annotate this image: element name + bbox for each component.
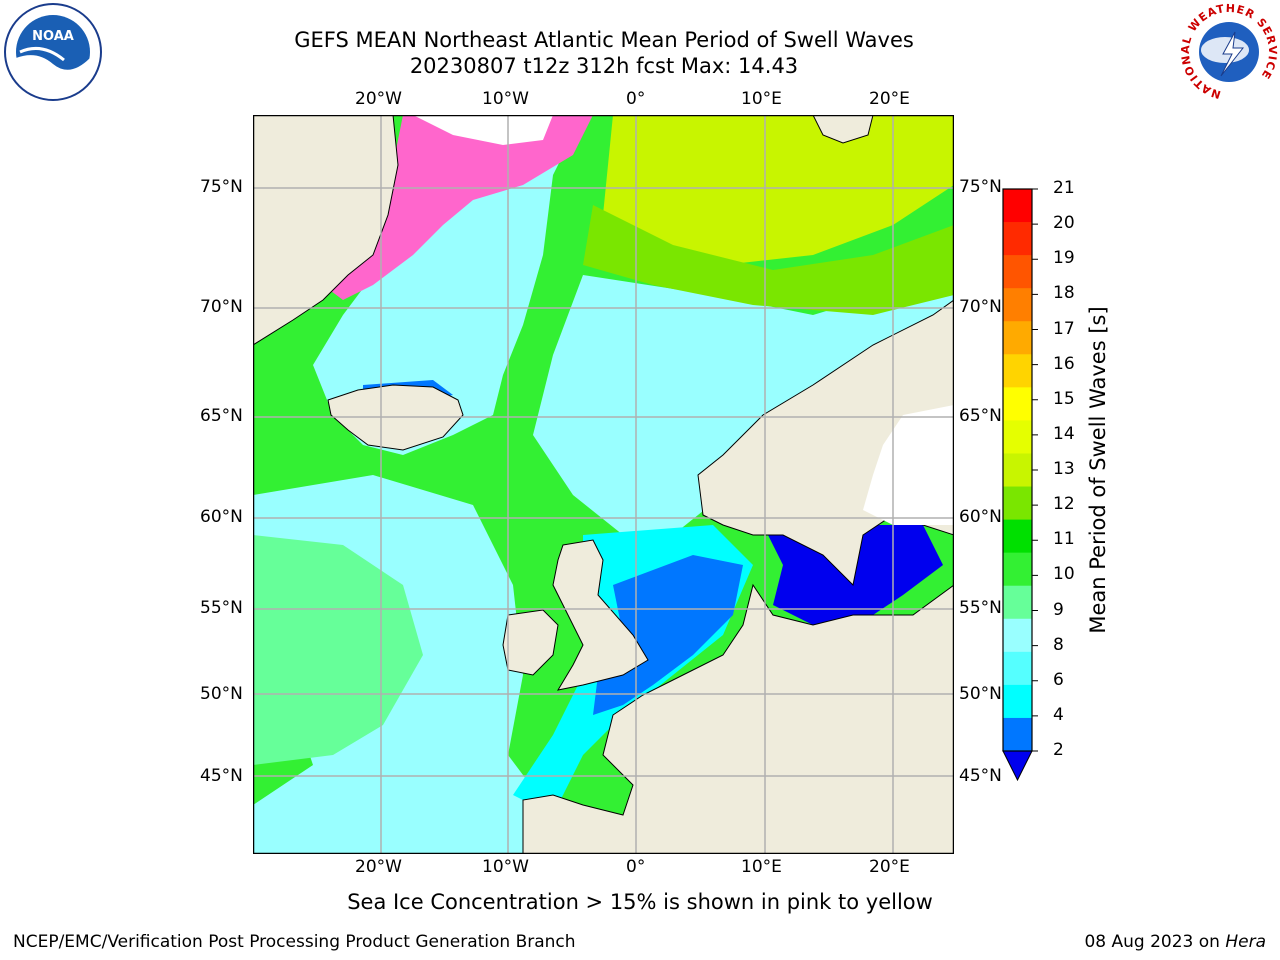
lat-label-right: 45°N (959, 766, 1002, 786)
chart-title: GEFS MEAN Northeast Atlantic Mean Period… (294, 28, 914, 52)
land-europe (522, 583, 954, 854)
lon-label-top: 0° (626, 89, 646, 109)
colorbar-tick-label: 17 (1053, 318, 1075, 339)
colorbar-tick-label: 6 (1053, 669, 1064, 690)
noaa-logo-text: NOAA (32, 29, 74, 44)
colorbar-band (1003, 519, 1032, 554)
lat-label-left: 75°N (200, 177, 243, 197)
colorbar-tick-label: 8 (1053, 634, 1064, 655)
colorbar-band (1003, 651, 1032, 686)
colorbar-tick-label: 21 (1053, 178, 1075, 198)
land-svalbard (812, 115, 874, 144)
sea-ice-note: Sea Ice Concentration > 15% is shown in … (347, 890, 933, 914)
white-interior-sweden (863, 405, 954, 525)
footer-date: 08 Aug 2023 on Hera (1084, 932, 1266, 952)
lat-label-left: 60°N (200, 507, 243, 527)
sea-ice (323, 115, 593, 300)
colorbar-band (1003, 387, 1032, 421)
swell-zone-norwegian-sea (533, 275, 954, 535)
colorbar-band (1003, 717, 1032, 752)
swell-zone-barents (603, 115, 954, 265)
lon-label-bottom: 20°E (869, 857, 910, 877)
lat-label-left: 65°N (200, 406, 243, 426)
graticule (253, 115, 954, 854)
footer-date-text: 08 Aug 2023 on (1084, 932, 1220, 952)
lat-label-right: 60°N (959, 507, 1002, 527)
lat-label-right: 70°N (959, 297, 1002, 317)
colorbar (1002, 188, 1038, 782)
lon-label-top: 10°E (741, 89, 782, 109)
colorbar-under-triangle (1002, 750, 1033, 782)
colorbar-band (1003, 321, 1032, 355)
colorbar-tick-label: 18 (1053, 283, 1075, 304)
colorbar-tick-label: 12 (1053, 494, 1075, 515)
chart-subtitle: 20230807 t12z 312h fcst Max: 14.43 (409, 54, 799, 78)
lat-label-right: 65°N (959, 406, 1002, 426)
lon-label-bottom: 20°W (355, 857, 402, 877)
colorbar-tick-label: 11 (1053, 529, 1075, 550)
lon-label-top: 20°W (355, 89, 402, 109)
footer-branch: NCEP/EMC/Verification Post Processing Pr… (13, 932, 576, 952)
colorbar-tick-label: 13 (1053, 459, 1075, 479)
colorbar-band (1003, 222, 1032, 256)
colorbar-tick-label: 9 (1053, 599, 1064, 620)
colorbar-band (1003, 486, 1032, 521)
lon-label-bottom: 10°W (482, 857, 529, 877)
lon-label-bottom: 0° (626, 857, 646, 877)
swell-zone-barents-inner (583, 205, 954, 315)
colorbar-tick-label: 16 (1053, 353, 1075, 374)
colorbar-title: Mean Period of Swell Waves [s] (1086, 306, 1110, 634)
colorbar-band (1003, 585, 1032, 620)
swell-period-map (253, 115, 954, 854)
colorbar-band (1003, 453, 1032, 488)
swell-zone-2-4-north-sea (593, 555, 743, 715)
noaa-logo: NOAA (4, 3, 102, 101)
colorbar-tick-label: 15 (1053, 388, 1075, 409)
colorbar-band (1003, 354, 1032, 388)
colorbar-tick-label: 4 (1053, 704, 1064, 725)
colorbar-band (1003, 420, 1032, 454)
land-great-britain (552, 539, 649, 691)
land-greenland (253, 115, 399, 346)
colorbar-tick-label: 20 (1053, 213, 1075, 234)
footer-host: Hera (1225, 932, 1266, 952)
lon-label-bottom: 10°E (741, 857, 782, 877)
land-ireland (502, 609, 559, 676)
colorbar-tick-label: 10 (1053, 564, 1075, 585)
colorbar-band (1003, 189, 1032, 223)
lat-label-left: 70°N (200, 297, 243, 317)
lat-label-right: 55°N (959, 598, 1002, 618)
lat-label-left: 45°N (200, 766, 243, 786)
lat-label-right: 75°N (959, 177, 1002, 197)
colorbar-tick-label: 2 (1053, 740, 1064, 760)
lat-label-left: 55°N (200, 598, 243, 618)
map-frame (253, 115, 954, 854)
colorbar-band (1003, 684, 1032, 719)
lon-label-top: 10°W (482, 89, 529, 109)
sea-ice-core (413, 115, 553, 145)
colorbar-tick-label: 14 (1053, 423, 1075, 444)
colorbar-band (1003, 288, 1032, 322)
colorbar-band (1003, 552, 1032, 587)
lon-label-top: 20°E (869, 89, 910, 109)
colorbar-band (1003, 255, 1032, 289)
colorbar-tick-label: 19 (1053, 248, 1075, 269)
lat-label-right: 50°N (959, 684, 1002, 704)
lat-label-left: 50°N (200, 684, 243, 704)
nws-logo: NATIONAL WEATHER SERVICE (1179, 2, 1278, 100)
colorbar-band (1003, 618, 1032, 653)
